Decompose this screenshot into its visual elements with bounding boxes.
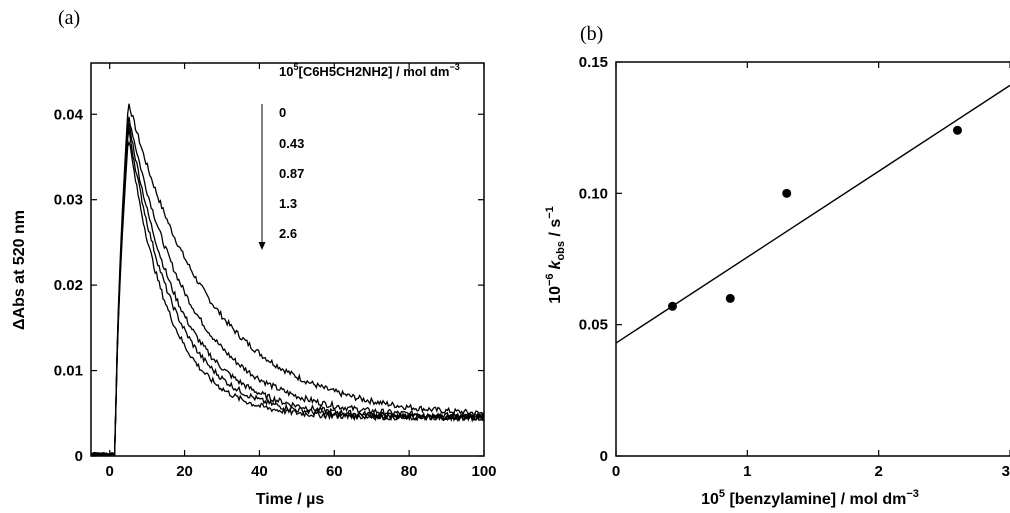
y-tick-label-a-4: 0.04 <box>54 106 84 123</box>
data-point-0 <box>667 301 677 311</box>
panel-b: (b) 0 1 2 300.050.100.15 105 [benzylamine] … <box>544 23 1010 508</box>
decay-curve-0 <box>90 103 485 457</box>
x-tick-label-a-2: 40 <box>251 463 268 480</box>
y-axis-label-b-exp: −6 <box>544 273 556 286</box>
y-axis-label-b-rest: / s <box>547 219 564 241</box>
x-axis-label-b-prefix: 10 <box>701 491 719 508</box>
legend-entry-3: 1.3 <box>279 196 297 211</box>
legend-entry-2: 0.87 <box>279 166 304 181</box>
x-axis-label-b: 105 [benzylamine] / mol dm−3 <box>701 488 919 508</box>
legend-title: 105[C6H5CH2NH2] / mol dm−3 <box>279 62 460 79</box>
decay-curve-2.6 <box>90 140 485 457</box>
y-axis-label-a: ΔAbs at 520 nm <box>11 210 28 330</box>
axis-ticks-b: 0 1 2 3 0 0.05 0.10 0.15 <box>579 54 1010 480</box>
y-axis-label-b-prefix: 10 <box>547 286 564 304</box>
y-axis-label-b-k: k <box>547 259 564 269</box>
y-tick-label-b-0: 0 <box>600 448 608 465</box>
x-tick-label-b-1: 1 <box>743 463 751 480</box>
x-axis-label-b-exp: 5 <box>719 488 725 500</box>
x-tick-label-a-0: 0 <box>106 463 114 480</box>
y-axis-label-b: 10−6 kobs / s−1 <box>544 206 567 304</box>
x-axis-label-b-rest: [benzylamine] / mol dm <box>725 491 906 508</box>
plot-frame-a <box>90 62 485 457</box>
x-tick-label-a-1: 20 <box>176 463 193 480</box>
legend-entry-1: 0.43 <box>279 136 304 151</box>
x-tick-label-b-2: 2 <box>874 463 882 480</box>
decay-curve-0.87 <box>90 123 485 457</box>
x-tick-label-a-5: 100 <box>471 463 496 480</box>
legend-entry-0: 0 <box>279 105 286 120</box>
legend-title-unit-exp: −3 <box>449 62 459 72</box>
y-tick-label-a-2: 0.02 <box>54 277 83 294</box>
fit-line <box>615 84 1010 344</box>
y-tick-label-a-1: 0.01 <box>54 363 83 380</box>
data-point-3 <box>952 125 962 135</box>
y-axis-label-b-unit-exp: −1 <box>544 206 556 219</box>
fit-line-path <box>615 84 1010 344</box>
data-points <box>667 125 962 311</box>
y-tick-label-a-0: 0 <box>75 448 83 465</box>
y-tick-label-b-2: 0.10 <box>579 185 608 202</box>
y-tick-label-b-1: 0.05 <box>579 317 608 334</box>
x-axis-label-b-unit-exp: −3 <box>906 488 919 500</box>
plot-frame-b <box>615 61 1010 457</box>
legend-title-species: [C6H5CH2NH2] / mol dm <box>298 64 449 79</box>
data-point-2 <box>782 188 792 198</box>
data-point-1 <box>725 293 735 303</box>
x-tick-label-b-3: 3 <box>1002 463 1010 480</box>
y-axis-label-b-sub: obs <box>555 241 567 261</box>
x-tick-label-a-4: 80 <box>401 463 418 480</box>
x-tick-label-b-0: 0 <box>612 463 620 480</box>
legend-arrow-head <box>258 242 266 250</box>
legend-a: 105[C6H5CH2NH2] / mol dm−3 0 0.43 0.87 1… <box>258 62 460 250</box>
legend-title-exp: 5 <box>293 62 298 72</box>
panel-a-label: (a) <box>58 7 80 29</box>
y-tick-label-b-3: 0.15 <box>579 54 608 71</box>
decay-curves <box>90 103 485 458</box>
legend-entry-4: 2.6 <box>279 226 297 241</box>
x-axis-label-a: Time / µs <box>256 491 325 508</box>
y-tick-label-a-3: 0.03 <box>54 192 83 209</box>
x-tick-label-a-3: 60 <box>326 463 343 480</box>
legend-title-prefix: 10 <box>279 64 293 79</box>
panel-b-label: (b) <box>580 23 603 45</box>
